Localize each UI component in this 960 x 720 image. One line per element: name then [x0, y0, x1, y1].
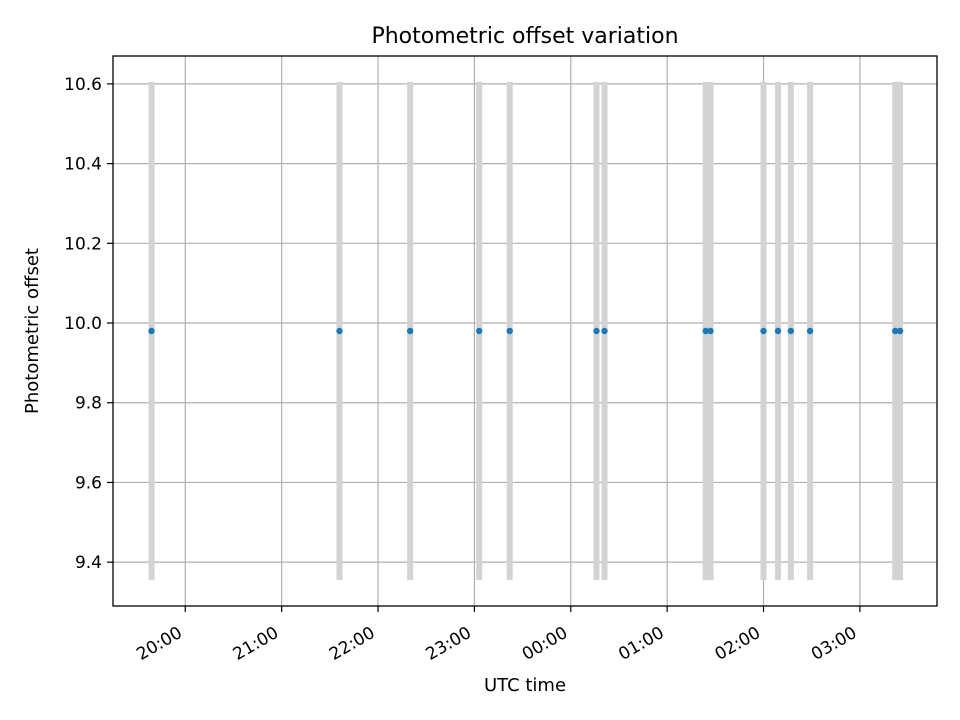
data-point [702, 327, 709, 335]
data-point [148, 327, 155, 335]
y-tick-label: 10.0 [64, 314, 102, 334]
y-tick-label: 9.4 [75, 553, 102, 573]
data-point [601, 327, 608, 335]
x-tick-label: 22:00 [326, 623, 378, 665]
data-point [476, 327, 483, 335]
y-tick-label: 10.2 [64, 234, 102, 254]
grid [113, 56, 937, 606]
data-point [336, 327, 343, 335]
chart-title: Photometric offset variation [371, 24, 678, 49]
plot-frame [112, 55, 938, 607]
data-point [406, 327, 414, 335]
data-point [707, 327, 714, 335]
data-point [892, 327, 899, 335]
y-tick-label: 10.4 [64, 155, 102, 175]
data-point [787, 327, 795, 335]
y-tick-label: 9.6 [75, 473, 102, 493]
x-axis-ticks: 20:00 21:00 22:00 23:00 00:00 01:00 02:00 03:00 [133, 606, 861, 665]
data-point [774, 327, 782, 335]
y-tick-label: 9.8 [75, 394, 102, 414]
data-point [806, 327, 814, 335]
x-tick-label: 02:00 [712, 623, 764, 665]
x-axis-label: UTC time [484, 675, 566, 696]
y-axis-label: Photometric offset [22, 248, 43, 414]
y-tick-label: 10.6 [64, 75, 102, 95]
data-point [506, 327, 513, 335]
x-tick-label: 23:00 [422, 623, 474, 665]
data-point [760, 327, 767, 335]
data-point [896, 327, 904, 335]
x-tick-label: 03:00 [808, 623, 860, 665]
x-tick-label: 00:00 [519, 623, 571, 665]
data-point [593, 327, 600, 335]
x-tick-label: 21:00 [230, 623, 282, 665]
x-tick-label: 20:00 [133, 623, 185, 665]
x-tick-label: 01:00 [615, 623, 667, 665]
y-axis-ticks: 9.4 9.6 9.8 10.0 10.2 10.4 10.6 [64, 75, 113, 573]
data-points [148, 327, 904, 335]
